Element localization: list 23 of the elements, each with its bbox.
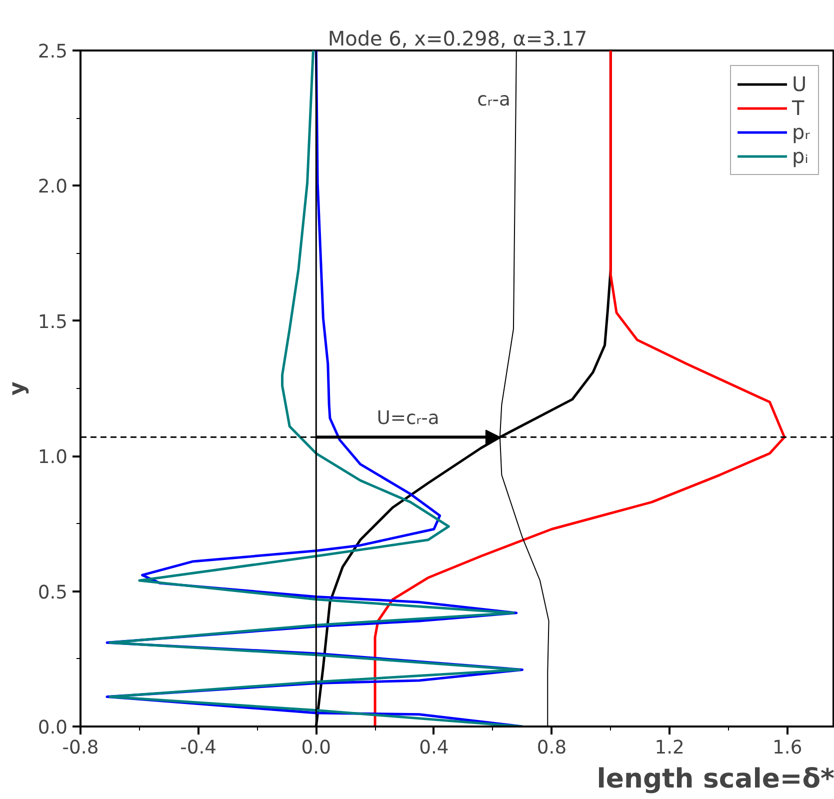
annotation: U=cᵣ-a xyxy=(376,408,440,430)
y-tick-label: 0.5 xyxy=(38,582,68,604)
x-tick-label: 1.6 xyxy=(772,738,802,758)
y-tick-label: 1.5 xyxy=(38,312,68,333)
x-tick-label: -0.4 xyxy=(180,738,217,758)
x-axis-title: length scale=δ* xyxy=(596,764,834,794)
x-tick-label: 0.8 xyxy=(536,738,567,758)
line-series xyxy=(374,50,786,726)
legend-label: pᵣ xyxy=(792,120,811,144)
x-tick-label: 1.2 xyxy=(654,738,684,758)
y-axis-title: y xyxy=(4,381,30,396)
legend-label: pᵢ xyxy=(792,144,810,168)
chart-title: Mode 6, x=0.298, α=3.17 xyxy=(328,26,588,50)
annotation: cᵣ-a xyxy=(477,90,510,110)
x-tick-label: 0.0 xyxy=(301,738,331,758)
x-tick-label: -0.8 xyxy=(62,738,99,758)
y-tick-label: 0.0 xyxy=(38,718,68,738)
y-tick-label: 2.0 xyxy=(38,176,68,198)
legend-label: T xyxy=(792,96,806,120)
x-tick-label: 0.4 xyxy=(419,738,449,758)
y-tick-label: 1.0 xyxy=(38,447,68,468)
y-tick-label: 2.5 xyxy=(38,42,68,62)
legend-label: U xyxy=(792,72,808,96)
